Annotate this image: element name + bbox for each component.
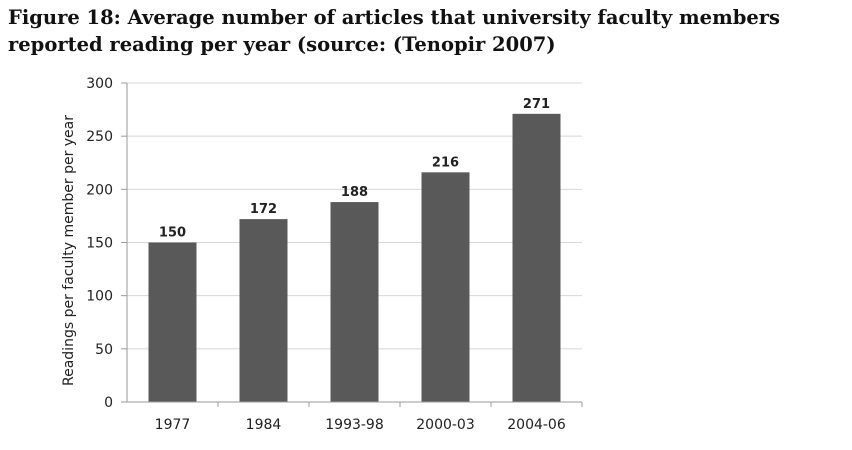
bar-2004-06 xyxy=(512,113,561,402)
y-tick-label: 200 xyxy=(86,182,113,198)
x-tick-label: 1984 xyxy=(246,417,282,433)
data-label: 150 xyxy=(159,226,186,241)
x-tick-label: 2000-03 xyxy=(416,417,475,433)
bars xyxy=(148,113,561,402)
y-tick-labels: 0 50 100 150 200 250 300 xyxy=(86,76,113,411)
y-tick-label: 300 xyxy=(86,76,113,92)
bar-2000-03 xyxy=(421,172,470,402)
data-label: 172 xyxy=(250,202,277,217)
figure-caption: Figure 18: Average number of articles th… xyxy=(8,6,781,56)
bar-1993-98 xyxy=(330,202,379,402)
x-tick-label: 2004-06 xyxy=(507,417,566,433)
x-tick-label: 1993-98 xyxy=(325,417,384,433)
y-tick-label: 250 xyxy=(86,129,113,145)
y-tick-label: 150 xyxy=(86,236,113,252)
bar-1977 xyxy=(148,242,197,402)
data-label: 188 xyxy=(341,185,368,200)
data-label: 216 xyxy=(432,155,459,170)
y-tick-label: 100 xyxy=(86,289,113,305)
x-tick-label: 1977 xyxy=(155,417,191,433)
y-tick-label: 50 xyxy=(95,342,113,358)
data-label: 271 xyxy=(523,97,550,112)
y-tick-label: 0 xyxy=(104,395,113,411)
bar-1984 xyxy=(239,219,288,402)
y-axis-label: Readings per faculty member per year xyxy=(61,115,77,386)
x-tick-labels: 1977 1984 1993-98 2000-03 2004-06 xyxy=(155,417,566,433)
data-labels: 150 172 188 216 271 xyxy=(159,97,550,241)
axes xyxy=(121,82,583,407)
